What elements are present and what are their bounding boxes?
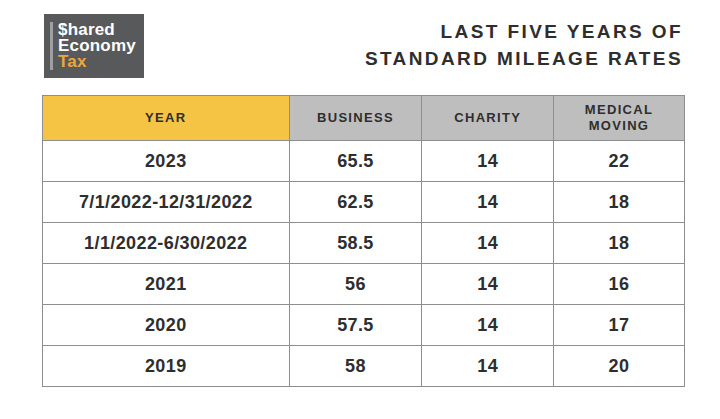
table-cell-year: 1/1/2022-6/30/2022 <box>43 223 290 264</box>
table-cell-business: 58.5 <box>289 223 422 264</box>
column-header-medical-moving: MEDICAL MOVING <box>554 96 685 141</box>
header-area: $hared Economy Tax LAST FIVE YEARS OF ST… <box>44 14 683 78</box>
column-header-year: YEAR <box>43 96 290 141</box>
table-row: 7/1/2022-12/31/2022 62.5 14 18 <box>43 182 685 223</box>
logo-accent-bar <box>50 22 53 70</box>
table-cell-year: 7/1/2022-12/31/2022 <box>43 182 290 223</box>
table-cell-charity: 14 <box>422 182 554 223</box>
mileage-rates-table: YEAR BUSINESS CHARITY MEDICAL MOVING 202… <box>42 95 685 387</box>
table-row: 1/1/2022-6/30/2022 58.5 14 18 <box>43 223 685 264</box>
table-cell-medical: 17 <box>554 305 685 346</box>
table-header-row: YEAR BUSINESS CHARITY MEDICAL MOVING <box>43 96 685 141</box>
table-row: 2020 57.5 14 17 <box>43 305 685 346</box>
table-cell-charity: 14 <box>422 346 554 387</box>
table-cell-charity: 14 <box>422 223 554 264</box>
page-title: LAST FIVE YEARS OF STANDARD MILEAGE RATE… <box>365 18 683 72</box>
page-title-line-2: STANDARD MILEAGE RATES <box>365 45 683 72</box>
table-cell-year: 2021 <box>43 264 290 305</box>
table-cell-charity: 14 <box>422 305 554 346</box>
table-cell-year: 2020 <box>43 305 290 346</box>
column-header-business: BUSINESS <box>289 96 422 141</box>
logo-text: $hared Economy Tax <box>58 22 136 70</box>
column-header-charity: CHARITY <box>422 96 554 141</box>
table-cell-business: 57.5 <box>289 305 422 346</box>
table-cell-charity: 14 <box>422 141 554 182</box>
logo-line-tax: Tax <box>58 54 136 70</box>
table-cell-business: 62.5 <box>289 182 422 223</box>
table-cell-charity: 14 <box>422 264 554 305</box>
table-cell-medical: 18 <box>554 223 685 264</box>
table-row: 2023 65.5 14 22 <box>43 141 685 182</box>
table-cell-medical: 20 <box>554 346 685 387</box>
table-cell-year: 2019 <box>43 346 290 387</box>
page-title-line-1: LAST FIVE YEARS OF <box>365 18 683 45</box>
table-cell-medical: 18 <box>554 182 685 223</box>
mileage-rates-infographic: $hared Economy Tax LAST FIVE YEARS OF ST… <box>0 0 720 419</box>
shared-economy-tax-logo: $hared Economy Tax <box>44 14 144 78</box>
table-cell-year: 2023 <box>43 141 290 182</box>
table-cell-medical: 22 <box>554 141 685 182</box>
table-cell-medical: 16 <box>554 264 685 305</box>
table-cell-business: 65.5 <box>289 141 422 182</box>
table-cell-business: 56 <box>289 264 422 305</box>
table-cell-business: 58 <box>289 346 422 387</box>
table-row: 2019 58 14 20 <box>43 346 685 387</box>
table-row: 2021 56 14 16 <box>43 264 685 305</box>
